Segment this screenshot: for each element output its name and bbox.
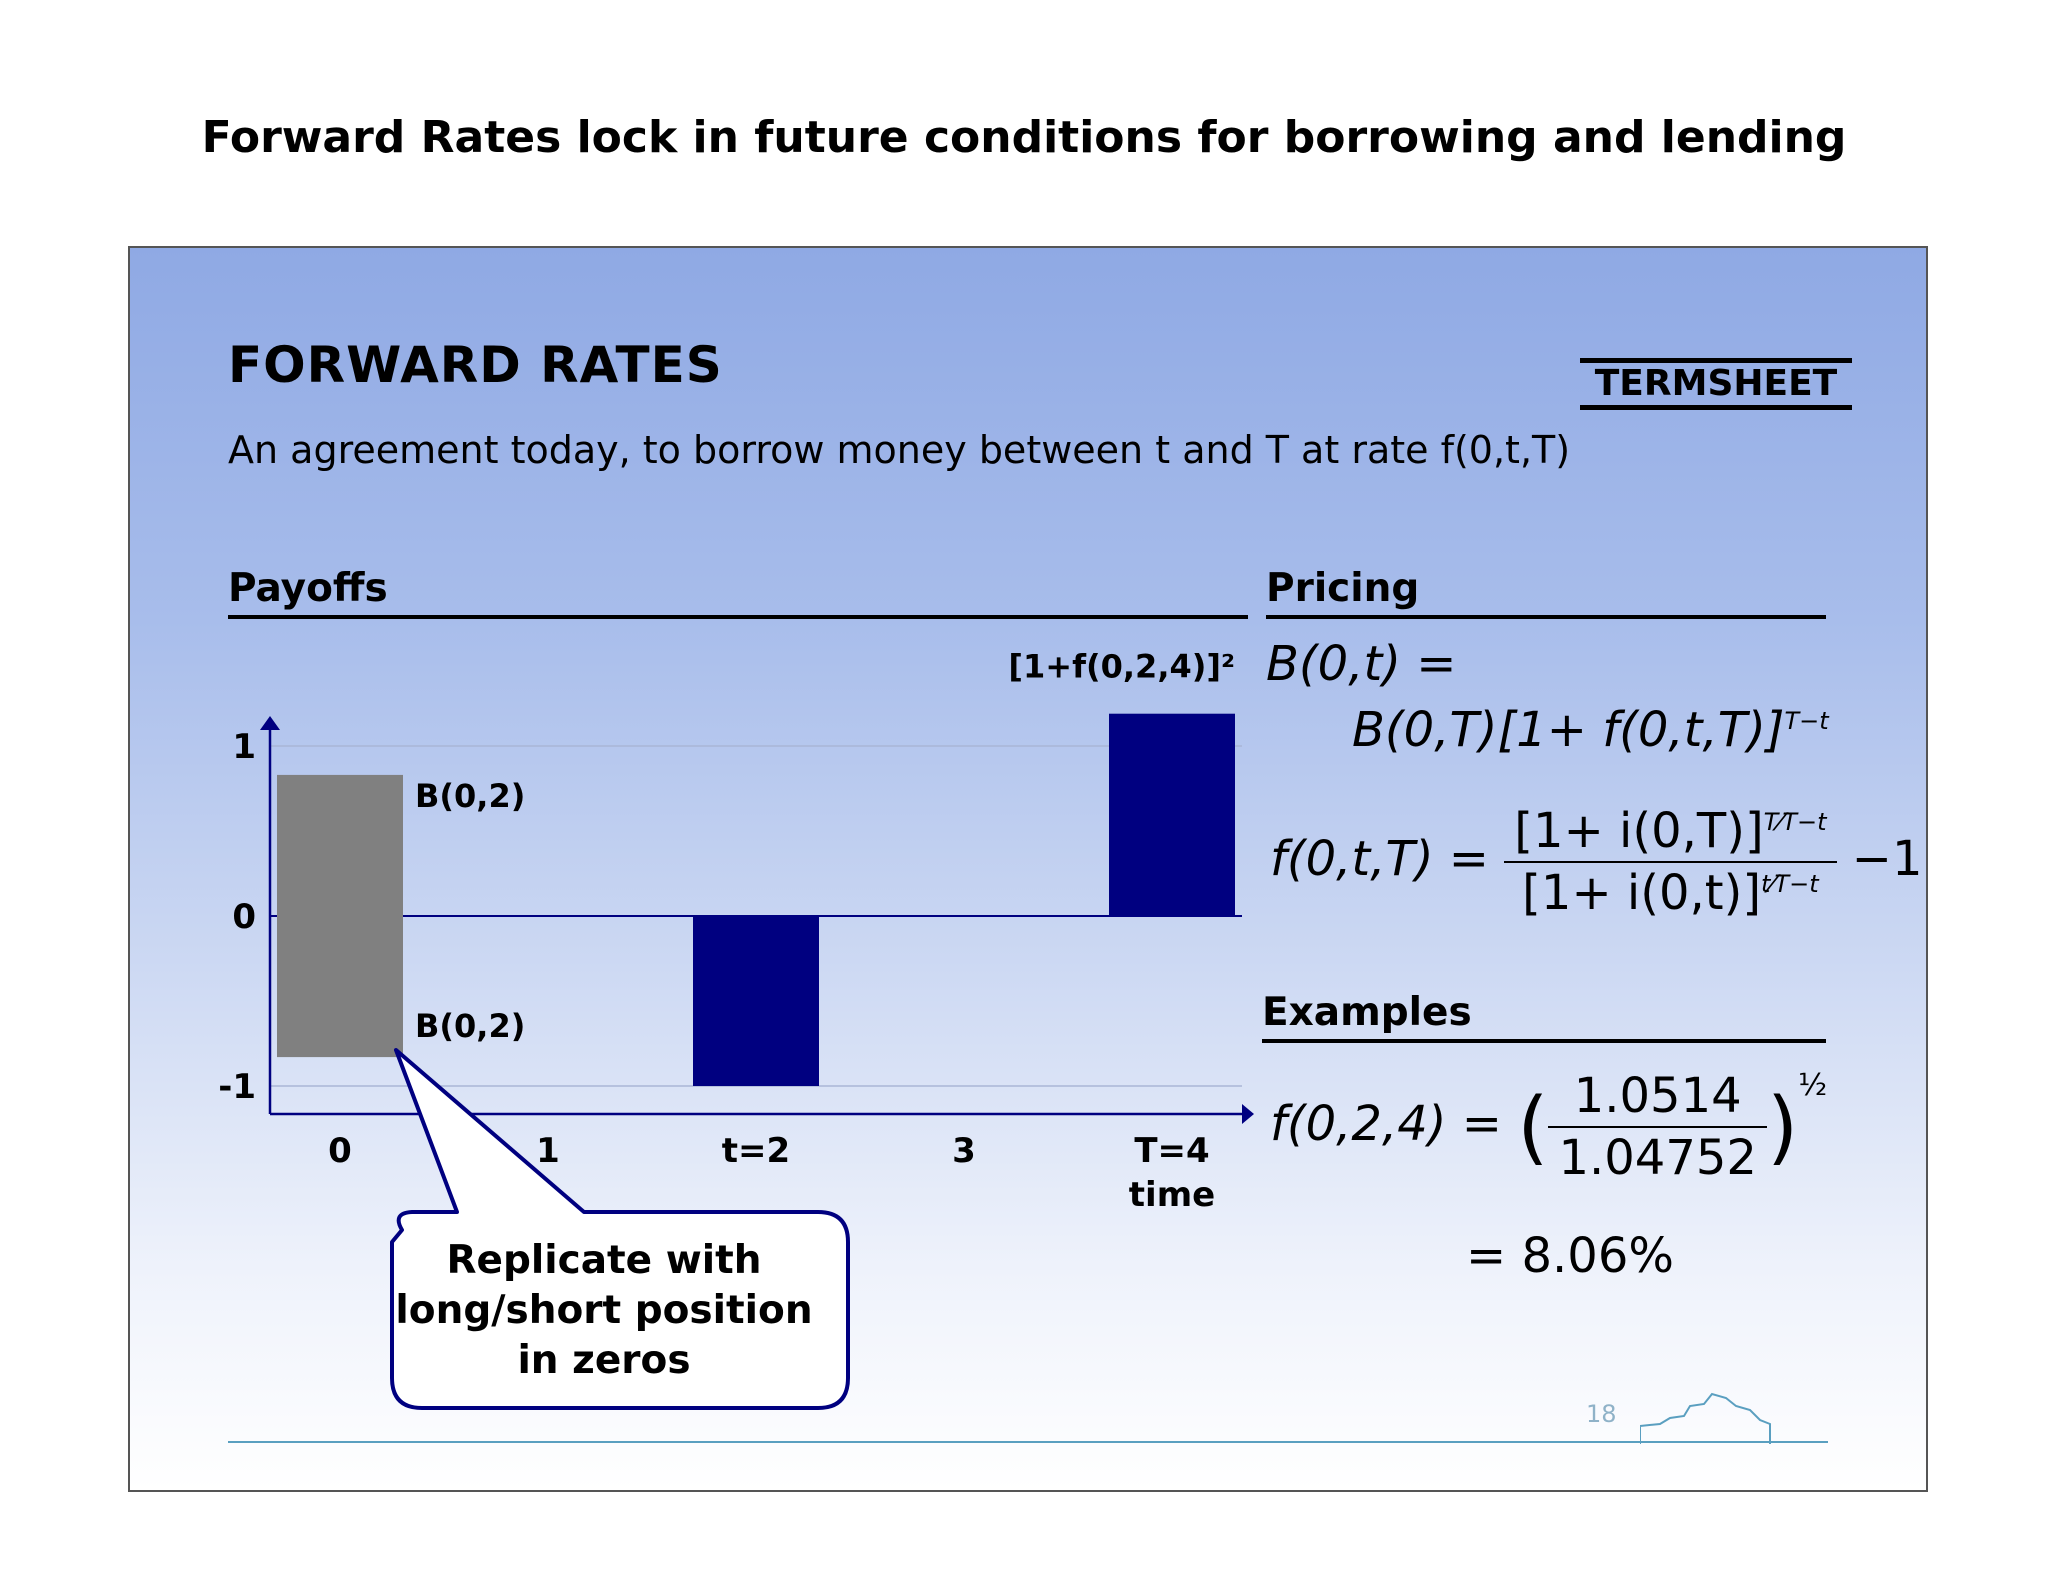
pricing-line-2: B(0,T)[1+ f(0,t,T)]T−t xyxy=(1352,702,1829,758)
x-tick-label: 3 xyxy=(952,1131,976,1171)
termsheet-badge: TERMSHEET xyxy=(1580,358,1852,410)
payoff-chart: 1 0 -1 B(0,2) B(0,2) [1+f(0,2,4)]² 0 1 t=2 3 T=4ti… xyxy=(218,648,1254,1410)
pricing-heading: Pricing xyxy=(1266,566,1826,619)
example-formula: f(0,2,4) = (1.0514 1.04752)½ xyxy=(1270,1068,1828,1186)
pricing-line-1: B(0,t) = xyxy=(1266,636,1456,692)
label-layer: 1 0 -1 B(0,2) B(0,2) [1+f(0,2,4)]² 0 1 t=2 3 T=4ti… xyxy=(218,648,1235,1215)
example-exponent: ½ xyxy=(1798,1068,1828,1103)
formula-lhs: f(0,t,T) = xyxy=(1270,831,1490,887)
example-denominator: 1.04752 xyxy=(1558,1130,1757,1186)
callout-text: Replicate with long/short position in ze… xyxy=(392,1236,816,1386)
bar-label: B(0,2) xyxy=(415,777,525,815)
slide-subtitle: An agreement today, to borrow money betw… xyxy=(228,428,1571,472)
forward-rate-formula: f(0,t,T) = [1+ i(0,T)]T⁄T−t [1+ i(0,t)]t… xyxy=(1270,803,1923,921)
page-number: 18 xyxy=(1586,1400,1617,1428)
x-tick-label: t=2 xyxy=(722,1131,790,1171)
x-tick-label: T=4 xyxy=(1134,1131,1209,1171)
callout-line: in zeros xyxy=(517,1338,691,1383)
x-axis-arrow xyxy=(1242,1104,1254,1124)
bar xyxy=(693,916,819,1086)
bar xyxy=(1109,713,1235,916)
formula-denominator: [1+ i(0,t)] xyxy=(1522,865,1762,921)
callout-line: Replicate with xyxy=(446,1238,762,1283)
example-numerator: 1.0514 xyxy=(1548,1068,1767,1128)
y-tick-label: -1 xyxy=(218,1067,256,1107)
formula-denominator-exponent: t⁄T−t xyxy=(1761,870,1819,898)
payoffs-heading: Payoffs xyxy=(228,566,1248,619)
x-tick-label: 0 xyxy=(328,1131,352,1171)
bar-layer xyxy=(277,713,1235,1086)
pricing-line-2-exponent: T−t xyxy=(1784,707,1829,735)
x-tick-label: 1 xyxy=(536,1131,560,1171)
examples-heading: Examples xyxy=(1262,990,1826,1043)
callout-bubble xyxy=(390,1048,850,1410)
slide: FORWARD RATES TERMSHEET An agreement tod… xyxy=(128,246,1928,1492)
example-lhs: f(0,2,4) = xyxy=(1270,1096,1502,1152)
y-tick-label: 1 xyxy=(232,727,256,767)
x-axis-title: time xyxy=(1129,1175,1215,1215)
callout-line: long/short position xyxy=(395,1288,813,1333)
example-result: = 8.06% xyxy=(1466,1228,1674,1284)
y-tick-label: 0 xyxy=(232,897,256,937)
bar-label: B(0,2) xyxy=(415,1007,525,1045)
page-title: Forward Rates lock in future conditions … xyxy=(201,112,1847,163)
formula-fraction: [1+ i(0,T)]T⁄T−t [1+ i(0,t)]t⁄T−t xyxy=(1504,803,1837,921)
y-axis-arrow xyxy=(260,716,280,730)
formula-numerator-exponent: T⁄T−t xyxy=(1763,808,1827,836)
bar-label: [1+f(0,2,4)]² xyxy=(1008,648,1235,686)
footer-line xyxy=(228,1441,1828,1443)
pricing-line-1-text: B(0,t) = xyxy=(1266,636,1457,692)
example-fraction: 1.0514 1.04752 xyxy=(1548,1068,1767,1186)
formula-tail: −1 xyxy=(1851,831,1923,887)
slide-title: FORWARD RATES xyxy=(228,336,723,394)
pricing-line-2-text: B(0,T)[1+ f(0,t,T)] xyxy=(1352,702,1785,758)
skyline-logo xyxy=(1640,1392,1771,1444)
formula-numerator: [1+ i(0,T)] xyxy=(1514,803,1764,859)
bar xyxy=(277,774,403,1058)
